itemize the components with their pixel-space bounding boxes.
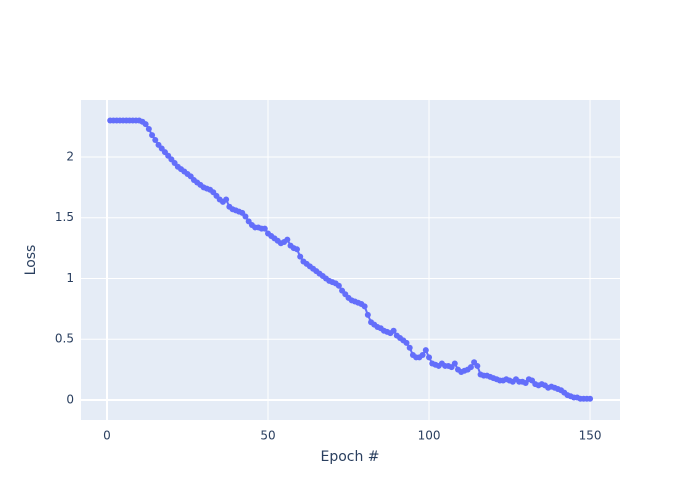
x-tick-label: 50 <box>260 429 275 443</box>
x-tick-label: 0 <box>103 429 111 443</box>
data-point <box>149 132 156 139</box>
data-point <box>426 354 433 361</box>
data-point <box>261 225 268 232</box>
y-axis-title: Loss <box>23 245 39 276</box>
data-point <box>422 347 429 354</box>
y-tick-label: 1 <box>66 271 74 285</box>
data-point <box>142 121 149 128</box>
data-point <box>284 236 291 243</box>
data-point <box>451 360 458 367</box>
data-point <box>335 282 342 289</box>
data-point <box>223 196 230 203</box>
y-tick-label: 0 <box>66 392 74 406</box>
data-point <box>406 344 413 351</box>
marks <box>107 117 594 402</box>
data-point <box>467 364 474 371</box>
data-point <box>364 311 371 318</box>
plot-area <box>81 100 620 420</box>
x-axis-title: Epoch # <box>320 449 379 465</box>
y-tick-label: 1.5 <box>55 210 74 224</box>
y-tick-label: 0.5 <box>55 332 74 346</box>
data-point <box>474 362 481 369</box>
data-point <box>297 253 304 260</box>
x-tick-label: 150 <box>579 429 602 443</box>
data-point <box>242 213 249 220</box>
data-point <box>293 246 300 253</box>
data-point <box>152 136 159 143</box>
data-point <box>419 352 426 359</box>
data-point <box>403 339 410 346</box>
data-point <box>361 303 368 310</box>
data-point <box>390 327 397 334</box>
data-point <box>145 126 152 133</box>
y-tick-label: 2 <box>66 149 74 163</box>
x-tick-label: 100 <box>418 429 441 443</box>
data-point <box>587 395 594 402</box>
